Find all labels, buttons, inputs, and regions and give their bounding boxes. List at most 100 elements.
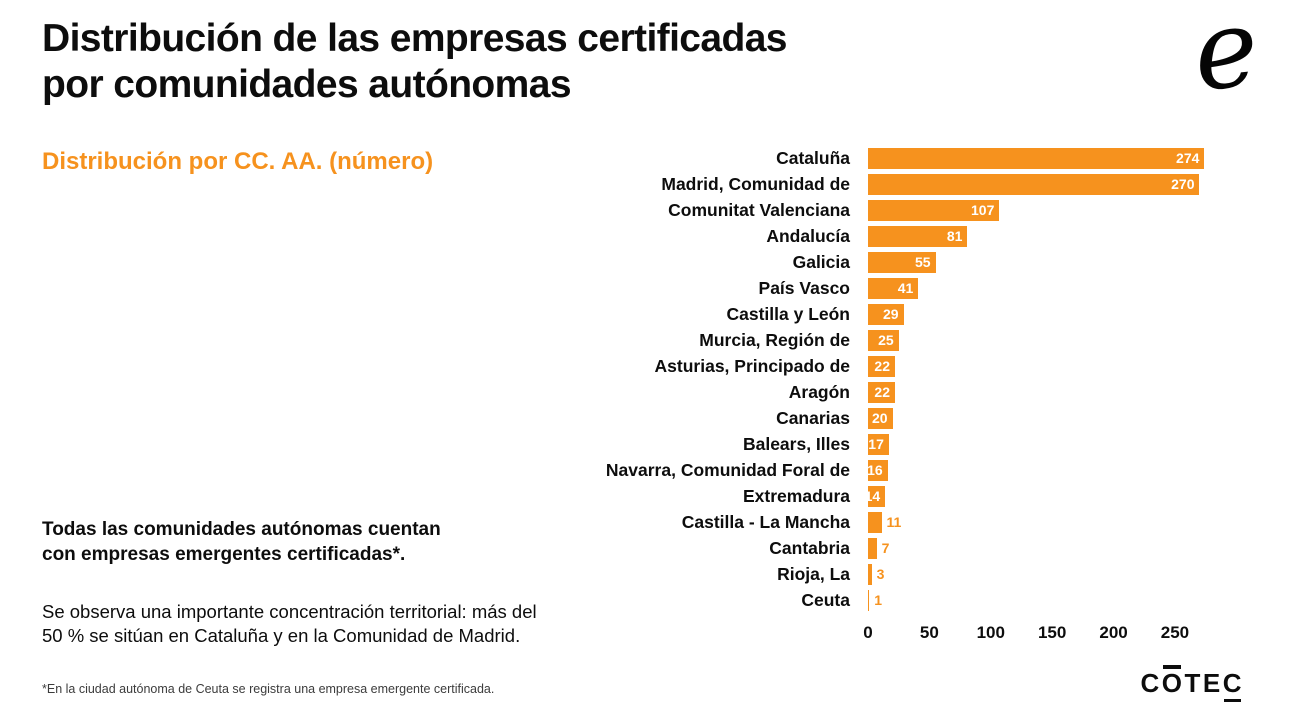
- x-axis: 0 50 100 150 200 250: [863, 623, 1213, 645]
- category-label: Galicia: [792, 251, 850, 272]
- value-label: 55: [914, 254, 931, 270]
- chart-row: Andalucía 81: [560, 223, 1213, 249]
- bar-track: 41: [868, 277, 1213, 299]
- cotec-logo: COTEC: [1140, 665, 1244, 702]
- value-label: 20: [871, 410, 888, 426]
- bar: 274: [868, 147, 1205, 169]
- chart-row: Canarias 20: [560, 405, 1213, 431]
- chart-row: Cataluña 274: [560, 145, 1213, 171]
- bar-track: 17: [868, 433, 1213, 455]
- cotec-letter: C: [1140, 668, 1162, 698]
- chart-row: Madrid, Comunidad de 270: [560, 171, 1213, 197]
- value-label: 274: [1176, 150, 1200, 166]
- bar: [868, 589, 870, 611]
- bar: 81: [868, 225, 968, 247]
- category-label: Navarra, Comunidad Foral de: [605, 459, 850, 480]
- category-label: Rioja, La: [777, 563, 850, 584]
- value-label: 25: [878, 332, 894, 348]
- category-label: Castilla - La Mancha: [681, 511, 850, 532]
- bar: 107: [868, 199, 1000, 221]
- chart-row: Balears, Illes 17: [560, 431, 1213, 457]
- bar-track: 1: [868, 589, 1213, 611]
- bar-track: 55: [868, 251, 1213, 273]
- value-label: 81: [946, 228, 963, 244]
- bar-track: 25: [868, 329, 1213, 351]
- bar-chart: Cataluña 274 Madrid, Comunidad de 270 Comuni…: [560, 145, 1213, 613]
- bar: 20: [868, 407, 893, 429]
- bar-track: 81: [868, 225, 1213, 247]
- category-label: Extremadura: [743, 485, 850, 506]
- chart-row: Asturias, Principado de 22: [560, 353, 1213, 379]
- value-label: 107: [971, 202, 995, 218]
- footnote-text: *En la ciudad autónoma de Ceuta se regis…: [42, 682, 495, 696]
- chart-row: Rioja, La 3: [560, 561, 1213, 587]
- category-label: Canarias: [776, 407, 850, 428]
- value-label: 1: [874, 592, 883, 608]
- page-title: Distribución de las empresas certificada…: [42, 16, 787, 108]
- bar: 25: [868, 329, 899, 351]
- x-axis-tick-label: 0: [863, 623, 873, 642]
- cotec-letters: TE: [1184, 668, 1223, 698]
- chart-row: Galicia 55: [560, 249, 1213, 275]
- bar-track: 3: [868, 563, 1213, 585]
- bar: 55: [868, 251, 936, 273]
- chart-row: Castilla y León 29: [560, 301, 1213, 327]
- bar: [868, 511, 882, 533]
- bar-track: 270: [868, 173, 1213, 195]
- bar: 22: [868, 381, 895, 403]
- chart-row: Aragón 22: [560, 379, 1213, 405]
- category-label: Andalucía: [766, 225, 850, 246]
- bar-track: 11: [868, 511, 1213, 533]
- cotec-letter-underline: C: [1222, 668, 1244, 702]
- bar: 41: [868, 277, 919, 299]
- x-axis-tick-label: 200: [1099, 623, 1128, 642]
- value-label: 17: [868, 436, 884, 452]
- bar-track: 29: [868, 303, 1213, 325]
- bar: 270: [868, 173, 1200, 195]
- x-axis-tick-label: 150: [1037, 623, 1067, 642]
- insight-bold-text: Todas las comunidades autónomas cuentan …: [42, 519, 441, 565]
- bar: 14: [864, 485, 886, 507]
- bar-track: 14: [864, 485, 1213, 507]
- value-label: 7: [881, 540, 890, 556]
- cotec-letter-overline: O: [1161, 665, 1185, 698]
- bar-track: 20: [868, 407, 1213, 429]
- value-label: 22: [874, 384, 890, 400]
- chart-row: Castilla - La Mancha 11: [560, 509, 1213, 535]
- x-axis-tick-label: 100: [976, 623, 1005, 642]
- category-label: Comunitat Valenciana: [668, 199, 850, 220]
- category-label: Madrid, Comunidad de: [661, 173, 850, 194]
- page-title-line1: Distribución de las empresas certificada…: [42, 17, 787, 60]
- category-label: Cataluña: [776, 147, 850, 168]
- chart-row: Comunitat Valenciana 107: [560, 197, 1213, 223]
- category-label: Aragón: [788, 381, 850, 402]
- chart-subtitle: Distribución por CC. AA. (número): [42, 148, 434, 175]
- value-label: 11: [886, 514, 902, 530]
- bar-track: 22: [868, 381, 1213, 403]
- chart-row: Murcia, Región de 25: [560, 327, 1213, 353]
- insight-regular-text: Se observa una importante concentración …: [42, 601, 537, 647]
- category-label: Cantabria: [769, 537, 850, 558]
- x-axis-tick-label: 50: [919, 623, 939, 642]
- category-label: País Vasco: [758, 277, 850, 298]
- value-label: 270: [1171, 176, 1195, 192]
- value-label: 22: [874, 358, 890, 374]
- category-label: Ceuta: [801, 589, 850, 610]
- chart-rows: Cataluña 274 Madrid, Comunidad de 270 Comuni…: [560, 145, 1213, 613]
- bar: 16: [867, 459, 888, 481]
- x-axis-tick-label: 250: [1160, 623, 1190, 642]
- value-label: 29: [883, 306, 899, 322]
- chart-row: Ceuta 1: [560, 587, 1213, 613]
- page-title-line2: por comunidades autónomas: [42, 63, 572, 107]
- value-label: 3: [876, 566, 885, 582]
- bar-track: 16: [867, 459, 1213, 481]
- chart-row: Extremadura 14: [560, 483, 1213, 509]
- category-label: Murcia, Región de: [699, 329, 850, 350]
- bar: 29: [868, 303, 904, 325]
- bar: [868, 563, 872, 585]
- bar-track: 274: [868, 147, 1213, 169]
- bar-track: 7: [868, 537, 1213, 559]
- value-label: 16: [867, 462, 883, 478]
- value-label: 14: [864, 488, 881, 504]
